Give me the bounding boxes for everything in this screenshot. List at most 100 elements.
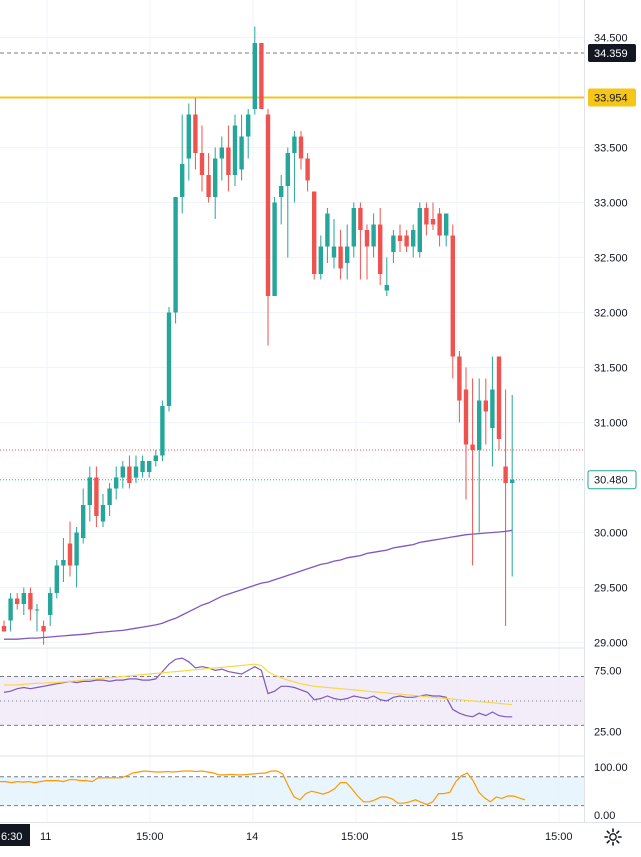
candle-body [153, 455, 158, 461]
candle[interactable] [226, 125, 231, 192]
candle[interactable] [74, 527, 79, 588]
candle[interactable] [496, 356, 502, 451]
price-panel[interactable] [0, 26, 584, 645]
candle[interactable] [430, 202, 436, 231]
candle[interactable] [272, 197, 277, 296]
candle-body [490, 389, 495, 428]
candle[interactable] [259, 43, 264, 109]
candle[interactable] [213, 147, 218, 220]
candle[interactable] [292, 131, 297, 203]
candle[interactable] [166, 307, 172, 412]
candle[interactable] [8, 593, 13, 632]
candle[interactable] [41, 620, 46, 645]
candle[interactable] [279, 175, 284, 225]
candle[interactable] [140, 455, 145, 478]
candle[interactable] [437, 208, 442, 247]
price-tick-label: 34.500 [594, 33, 628, 45]
candle[interactable] [477, 378, 482, 533]
candle[interactable] [457, 351, 462, 423]
candle[interactable] [114, 466, 119, 500]
candle[interactable] [94, 466, 99, 528]
candle[interactable] [364, 224, 370, 280]
candle[interactable] [147, 461, 152, 478]
candle[interactable] [153, 450, 158, 467]
candle[interactable] [28, 587, 33, 621]
candle[interactable] [404, 230, 409, 252]
candle-body [483, 400, 488, 412]
candle[interactable] [219, 136, 224, 181]
candle[interactable] [483, 378, 488, 445]
candle[interactable] [186, 103, 191, 181]
candle[interactable] [378, 208, 383, 285]
candle[interactable] [417, 202, 422, 258]
price-badge: 34.359 [588, 44, 636, 63]
price-tick-label: 29.500 [594, 583, 628, 595]
candle[interactable] [384, 257, 389, 297]
candle[interactable] [48, 587, 53, 627]
candle[interactable] [312, 191, 317, 280]
rsi-line[interactable] [3, 657, 513, 718]
candle[interactable] [298, 131, 304, 170]
moving-average-line[interactable] [4, 529, 513, 640]
candle[interactable] [199, 125, 205, 192]
time-crosshair-badge [0, 824, 30, 846]
candle[interactable] [345, 224, 350, 280]
candle-body [173, 197, 178, 313]
candle[interactable] [193, 98, 198, 170]
candle[interactable] [54, 560, 59, 599]
candle[interactable] [490, 356, 495, 467]
candle[interactable] [444, 213, 449, 247]
candle-body [325, 213, 330, 247]
price-tick-label: 32.500 [594, 253, 628, 265]
price-tick-label: 29.000 [594, 638, 628, 650]
candle[interactable] [127, 455, 132, 489]
candle[interactable] [358, 202, 363, 280]
candle[interactable] [67, 521, 73, 577]
candle[interactable] [338, 230, 343, 280]
rsi-ma-line[interactable] [4, 663, 513, 706]
candle[interactable] [285, 147, 290, 258]
settings-gear-icon[interactable] [603, 827, 623, 847]
candle[interactable] [133, 455, 139, 484]
stochastic-panel[interactable] [0, 770, 584, 807]
candle[interactable] [331, 219, 337, 269]
candle[interactable] [15, 593, 20, 610]
candle[interactable] [120, 461, 125, 489]
candle[interactable] [397, 224, 403, 253]
candle[interactable] [318, 235, 323, 280]
candle[interactable] [206, 153, 211, 203]
candle-body [94, 477, 99, 516]
candle[interactable] [510, 395, 515, 577]
candle[interactable] [246, 109, 251, 159]
candle[interactable] [305, 153, 310, 192]
stochastic-k-line[interactable] [0, 770, 526, 806]
candle[interactable] [232, 114, 238, 187]
candle[interactable] [325, 208, 330, 263]
candle[interactable] [180, 114, 185, 214]
candle[interactable] [424, 202, 429, 236]
candle[interactable] [160, 400, 165, 462]
candle[interactable] [100, 494, 106, 527]
candle[interactable] [61, 538, 66, 582]
candle[interactable] [21, 587, 26, 616]
candle[interactable] [252, 26, 257, 115]
candle[interactable] [34, 604, 40, 632]
candle[interactable] [107, 483, 112, 516]
candle[interactable] [450, 224, 455, 379]
candle[interactable] [463, 367, 469, 500]
candle[interactable] [87, 466, 92, 522]
candle[interactable] [351, 202, 356, 258]
candle[interactable] [265, 109, 271, 346]
candle-body [87, 477, 92, 505]
time-tick-label: 15 [451, 831, 463, 843]
candle[interactable] [391, 230, 396, 263]
candle[interactable] [503, 389, 508, 627]
rsi-panel[interactable] [0, 657, 584, 726]
candle[interactable] [173, 197, 178, 324]
candle[interactable] [81, 488, 86, 544]
candle[interactable] [411, 224, 416, 258]
candle[interactable] [239, 114, 244, 181]
candle[interactable] [371, 213, 376, 258]
candle[interactable] [1, 620, 7, 632]
